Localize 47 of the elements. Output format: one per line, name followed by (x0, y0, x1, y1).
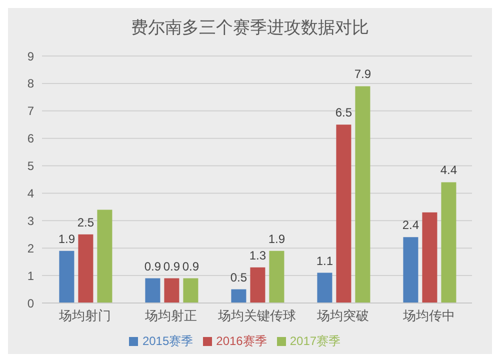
bar (97, 210, 112, 303)
x-tick-label: 场均关键传球 (217, 308, 296, 324)
bar (355, 86, 370, 303)
x-tick-label: 场均射门 (58, 308, 111, 324)
bar (336, 124, 352, 303)
data-label: 1.9 (268, 232, 286, 246)
data-label: 1.1 (316, 254, 334, 268)
bar (183, 278, 198, 303)
bar (250, 267, 266, 303)
y-tick-label: 1 (27, 268, 34, 283)
y-tick-label: 4 (27, 186, 34, 200)
bar (441, 182, 456, 303)
y-tick-label: 9 (27, 49, 34, 64)
bar (78, 234, 94, 303)
x-tick-label: 场均传中 (402, 308, 455, 324)
legend-label: 2016赛季 (216, 334, 267, 348)
y-tick-label: 0 (27, 296, 34, 310)
data-label: 0.9 (182, 259, 200, 274)
data-label: 4.4 (440, 163, 458, 178)
y-tick-label: 7 (27, 104, 34, 118)
data-label: 0.9 (144, 259, 162, 274)
bar (403, 237, 418, 303)
data-label: 7.9 (354, 67, 372, 82)
bar (145, 278, 160, 303)
bar (231, 289, 246, 303)
data-label: 6.5 (335, 106, 352, 120)
bar (269, 250, 284, 303)
y-tick-label: 2 (27, 241, 34, 256)
bar (164, 278, 180, 303)
data-label: 2.5 (77, 215, 94, 230)
data-label: 0.5 (230, 270, 248, 284)
legend-label: 2017赛季 (290, 334, 341, 348)
y-tick-label: 6 (27, 132, 34, 146)
data-label: 2.4 (402, 218, 420, 232)
x-tick-label: 场均射正 (144, 308, 197, 324)
bar (317, 272, 332, 303)
y-tick-label: 8 (27, 76, 34, 91)
legend-label: 2015赛季 (142, 334, 194, 348)
data-label: 1.3 (249, 248, 266, 262)
data-label: 0.9 (163, 259, 180, 274)
bar (59, 250, 74, 303)
y-tick-label: 3 (27, 214, 34, 228)
chart-title: 费尔南多三个赛季进攻数据对比 (130, 17, 370, 39)
x-tick-label: 场均突破 (316, 308, 369, 324)
data-label: 1.9 (58, 232, 76, 246)
bar (422, 212, 438, 303)
y-tick-label: 5 (27, 159, 34, 174)
